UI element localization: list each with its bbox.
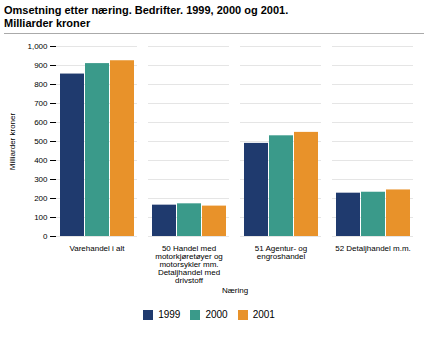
svg-text:Varehandel i alt: Varehandel i alt: [70, 244, 126, 253]
svg-text:300: 300: [34, 175, 48, 184]
svg-text:900: 900: [34, 61, 48, 70]
svg-text:Næring: Næring: [222, 286, 248, 295]
svg-text:51 Agentur- ogengroshandel: 51 Agentur- ogengroshandel: [255, 244, 307, 261]
svg-text:50 Handel medmotorkjøretøyer o: 50 Handel medmotorkjøretøyer ogmotorsykl…: [155, 244, 223, 285]
svg-text:200: 200: [34, 194, 48, 203]
html-text:2000: 2000: [205, 309, 228, 320]
svg-text:0: 0: [43, 232, 48, 241]
html-text:Milliarder kroner: Milliarder kroner: [4, 17, 91, 29]
svg-text:800: 800: [34, 80, 48, 89]
svg-text:400: 400: [34, 156, 48, 165]
html-text:2001: 2001: [252, 309, 275, 320]
svg-text:1,000: 1,000: [27, 42, 48, 51]
svg-text:600: 600: [34, 118, 48, 127]
svg-text:500: 500: [34, 137, 48, 146]
svg-text:100: 100: [34, 213, 48, 222]
svg-text:700: 700: [34, 99, 48, 108]
svg-text:Milliarder kroner: Milliarder kroner: [8, 112, 17, 170]
svg-text:52 Detaljhandel m.m.: 52 Detaljhandel m.m.: [335, 244, 411, 253]
html-text:Omsetning etter næring. Bedrif: Omsetning etter næring. Bedrifter. 1999,…: [4, 4, 289, 16]
html-text:1999: 1999: [158, 309, 181, 320]
